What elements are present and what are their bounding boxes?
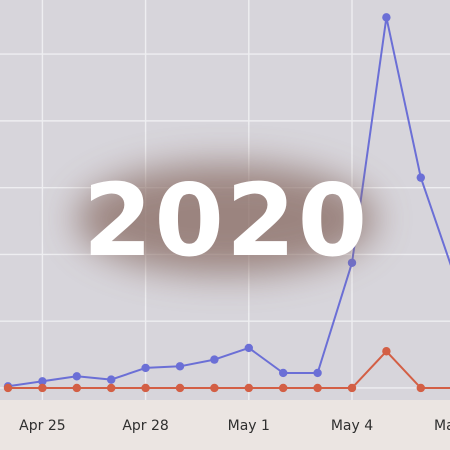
overlay-year-text: 2020 (83, 162, 369, 279)
x-tick-label-4: May 7 (434, 418, 450, 434)
x-tick-label-1: Apr 28 (122, 418, 168, 434)
series-1-point-11 (382, 347, 391, 356)
series-lines (3, 13, 450, 393)
series-0-point-8 (279, 368, 288, 378)
series-0-point-7 (244, 343, 253, 353)
series-0-point-11 (382, 13, 391, 22)
x-tick-label-3: May 4 (331, 418, 373, 434)
series-0-line (7, 16, 450, 388)
series-0-point-4 (141, 363, 150, 373)
series-1-line (8, 350, 450, 389)
series-1-point-3 (107, 383, 116, 393)
series-0-point-6 (210, 355, 219, 364)
series-0-point-2 (72, 372, 82, 381)
series-1-point-8 (279, 383, 288, 393)
series-0-point-1 (38, 377, 47, 386)
series-1-point-10 (347, 383, 357, 393)
overlay-halo (76, 164, 376, 274)
year-overlay: 2020 (76, 162, 376, 279)
series-1-point-9 (313, 383, 322, 393)
series-1-point-5 (175, 383, 185, 393)
series-0-point-9 (313, 368, 322, 378)
x-tick-label-0: Apr 25 (19, 418, 65, 434)
series-1-point-4 (141, 383, 150, 393)
series-1-point-0 (3, 383, 13, 393)
series-1-point-1 (38, 383, 47, 393)
series-0-point-5 (175, 362, 185, 371)
series-1-point-2 (72, 383, 82, 393)
series-0-point-10 (347, 258, 357, 267)
series-1-point-12 (416, 383, 425, 393)
x-tick-label-2: May 1 (228, 418, 270, 434)
x-tick-labels: Apr 25 Apr 28 May 1 May 4 May 7 (19, 418, 450, 434)
series-0-point-12 (416, 173, 425, 182)
series-1-point-7 (244, 383, 253, 393)
series-0-point-3 (107, 375, 116, 384)
series-1-point-6 (210, 383, 219, 393)
axis-strip (0, 400, 450, 450)
